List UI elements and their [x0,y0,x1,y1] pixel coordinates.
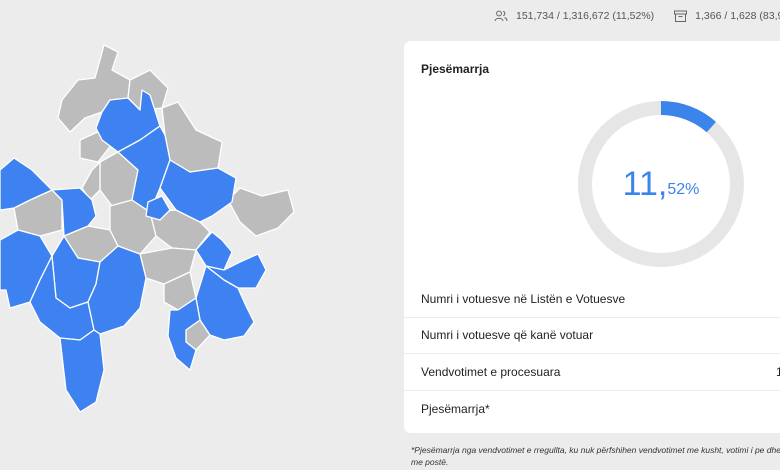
stats-row: Numri i votuesve në Listën e Votuesve [404,281,780,318]
map-region[interactable] [159,159,237,223]
stats-list: Numri i votuesve në Listën e Votuesve Nu… [404,281,780,427]
stats-row: Vendvotimet e procesuara 1 [404,354,780,391]
map-region[interactable] [195,265,255,341]
top-stats-bar: 151,734 / 1,316,672 (11,52%) 1,366 / 1,6… [494,8,780,24]
map-region[interactable] [59,329,105,413]
card-title: Pjesëmarrja [421,62,490,76]
stats-row: Numri i votuesve që kanë votuar [404,318,780,354]
ring-progress [578,101,744,267]
turnout-ring [578,101,744,267]
voters-stat: 151,734 / 1,316,672 (11,52%) [494,10,654,22]
turnout-integer: 11 [622,164,658,203]
turnout-decimal: 52% [667,181,700,198]
map-region[interactable] [227,187,295,237]
footnote: *Pjesëmarrja nga vendvotimet e rregullta… [411,445,780,467]
stats-row-value: 1 [776,364,780,379]
map-region[interactable] [0,157,53,211]
map-region[interactable] [51,187,97,237]
municipalities-map [0,44,295,413]
stats-row-label: Numri i votuesve që kanë votuar [421,328,594,343]
map-region[interactable] [167,297,201,371]
map-region[interactable] [145,195,171,221]
stats-row: Pjesëmarrja* [404,391,780,428]
stations-stat: 1,366 / 1,628 (83,9 [674,10,780,22]
turnout-separator: , [657,164,668,203]
turnout-percentage: 11 , 52% [576,99,746,269]
map-region[interactable] [81,161,101,201]
turnout-donut: 11 , 52% [576,99,746,269]
voters-stat-text: 151,734 / 1,316,672 (11,52%) [516,10,655,22]
users-icon [494,10,508,22]
stats-row-label: Pjesëmarrja* [421,401,490,416]
turnout-card: Pjesëmarrja 11 , 52% Numri i votuesve në… [404,41,780,433]
ballot-box-icon [674,10,688,22]
stats-row-label: Vendvotimet e procesuara [421,364,561,379]
stations-stat-text: 1,366 / 1,628 (83,9 [695,10,780,22]
stats-row-label: Numri i votuesve në Listën e Votuesve [421,291,626,306]
